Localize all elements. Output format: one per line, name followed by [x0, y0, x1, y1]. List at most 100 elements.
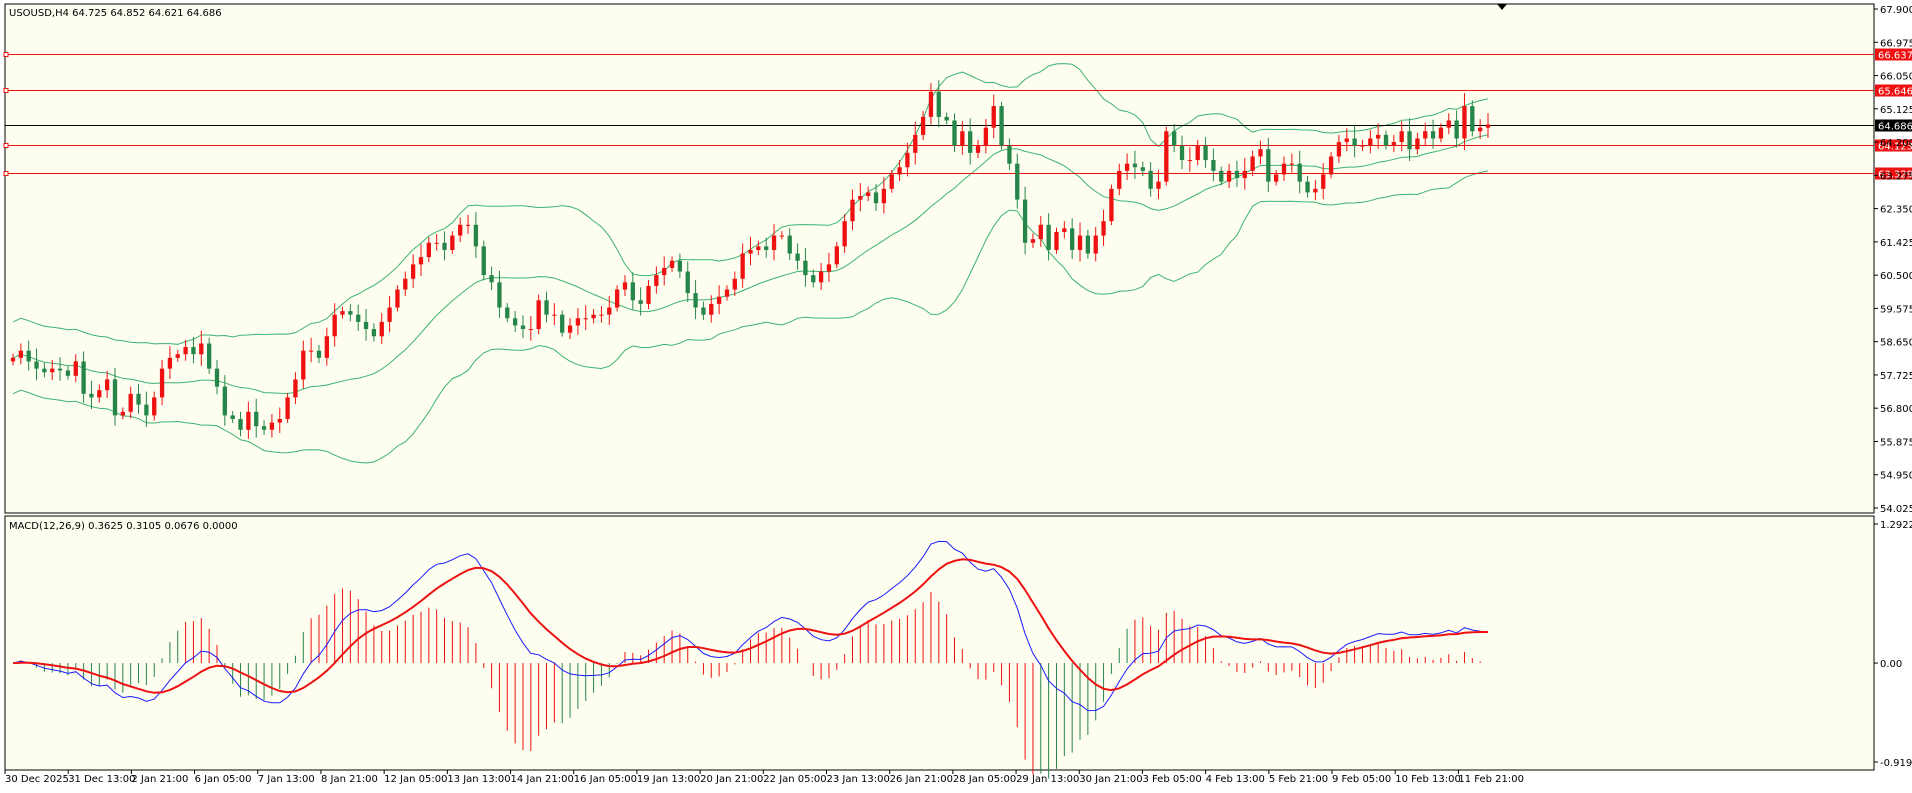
candle[interactable] [1109, 184, 1114, 226]
candle[interactable] [685, 261, 690, 303]
candle[interactable] [458, 217, 463, 243]
candle[interactable] [308, 337, 314, 363]
candle[interactable] [1124, 153, 1130, 180]
candle[interactable] [505, 303, 510, 323]
candle[interactable] [104, 370, 110, 398]
candle[interactable] [1328, 152, 1334, 179]
candle[interactable] [991, 94, 996, 139]
candle[interactable] [528, 316, 533, 341]
level-handle-0[interactable] [3, 52, 9, 57]
candle[interactable] [277, 407, 282, 433]
candle[interactable] [905, 142, 910, 177]
candle[interactable] [716, 285, 722, 315]
candle[interactable] [418, 244, 424, 276]
candle[interactable] [944, 112, 949, 125]
candle[interactable] [818, 262, 824, 291]
candle[interactable] [1077, 222, 1083, 262]
candle[interactable] [18, 343, 24, 365]
candle[interactable] [740, 243, 745, 288]
candle[interactable] [26, 340, 31, 371]
candle[interactable] [913, 121, 918, 165]
candle[interactable] [120, 407, 125, 420]
candle[interactable] [1274, 170, 1279, 186]
candle[interactable] [1415, 132, 1420, 155]
candle[interactable] [1485, 113, 1491, 139]
candle[interactable] [89, 380, 94, 410]
level-handle-1[interactable] [3, 88, 9, 93]
candle[interactable] [1407, 118, 1412, 161]
candle[interactable] [285, 393, 290, 423]
candle[interactable] [1054, 227, 1059, 254]
candle[interactable] [301, 340, 306, 389]
price-panel[interactable] [4, 3, 1875, 514]
candle[interactable] [622, 275, 628, 296]
candle[interactable] [1234, 160, 1240, 188]
candle[interactable] [316, 344, 322, 364]
candle[interactable] [1376, 123, 1381, 149]
candle[interactable] [1046, 213, 1051, 261]
candle[interactable] [1226, 163, 1232, 189]
candle[interactable] [269, 413, 275, 438]
candle[interactable] [1383, 130, 1389, 150]
candle[interactable] [842, 213, 847, 253]
candle[interactable] [199, 330, 204, 366]
candle[interactable] [1242, 157, 1247, 190]
candle[interactable] [387, 295, 392, 333]
candle[interactable] [1399, 121, 1404, 152]
candle[interactable] [222, 375, 227, 426]
candle[interactable] [1430, 119, 1436, 149]
candle[interactable] [764, 237, 769, 258]
candle[interactable] [693, 280, 698, 320]
candle[interactable] [999, 101, 1004, 150]
candle[interactable] [889, 170, 894, 193]
candle[interactable] [1321, 162, 1326, 200]
candle[interactable] [520, 315, 526, 339]
candle[interactable] [136, 383, 141, 414]
candle[interactable] [324, 327, 329, 366]
candle[interactable] [1070, 218, 1075, 260]
candle[interactable] [465, 214, 471, 234]
candles[interactable] [10, 80, 1491, 439]
candle[interactable] [1281, 156, 1287, 181]
candle[interactable] [1211, 148, 1216, 182]
candle[interactable] [858, 183, 863, 212]
candle[interactable] [57, 357, 63, 381]
candle[interactable] [473, 211, 479, 259]
candle[interactable] [246, 401, 251, 439]
candle[interactable] [214, 360, 220, 395]
candle[interactable] [1117, 163, 1122, 196]
candle[interactable] [975, 139, 981, 159]
candle[interactable] [1336, 134, 1342, 163]
candle[interactable] [756, 240, 761, 256]
candle[interactable] [677, 253, 683, 279]
candle[interactable] [1470, 100, 1475, 137]
candle[interactable] [1093, 226, 1098, 262]
candle[interactable] [1313, 180, 1318, 201]
candle[interactable] [983, 119, 989, 154]
candle[interactable] [795, 243, 800, 270]
candle[interactable] [403, 271, 408, 296]
candle[interactable] [724, 285, 730, 301]
candle[interactable] [1156, 170, 1161, 200]
candle[interactable] [536, 294, 541, 335]
candle[interactable] [183, 339, 188, 361]
candle[interactable] [850, 189, 855, 231]
candle[interactable] [1015, 153, 1020, 209]
candle[interactable] [144, 391, 149, 428]
candle[interactable] [662, 256, 667, 286]
candle[interactable] [167, 346, 173, 379]
candle[interactable] [450, 231, 455, 254]
candle[interactable] [630, 272, 635, 310]
candle[interactable] [968, 118, 973, 165]
candle[interactable] [881, 177, 887, 214]
candle[interactable] [1164, 126, 1169, 186]
candle[interactable] [928, 83, 934, 125]
level-handle-2[interactable] [3, 143, 9, 148]
candle[interactable] [1219, 166, 1224, 186]
candle[interactable] [191, 336, 196, 364]
candle[interactable] [1250, 150, 1255, 177]
candle[interactable] [1391, 134, 1397, 153]
candle[interactable] [560, 310, 565, 337]
candle[interactable] [81, 351, 86, 403]
